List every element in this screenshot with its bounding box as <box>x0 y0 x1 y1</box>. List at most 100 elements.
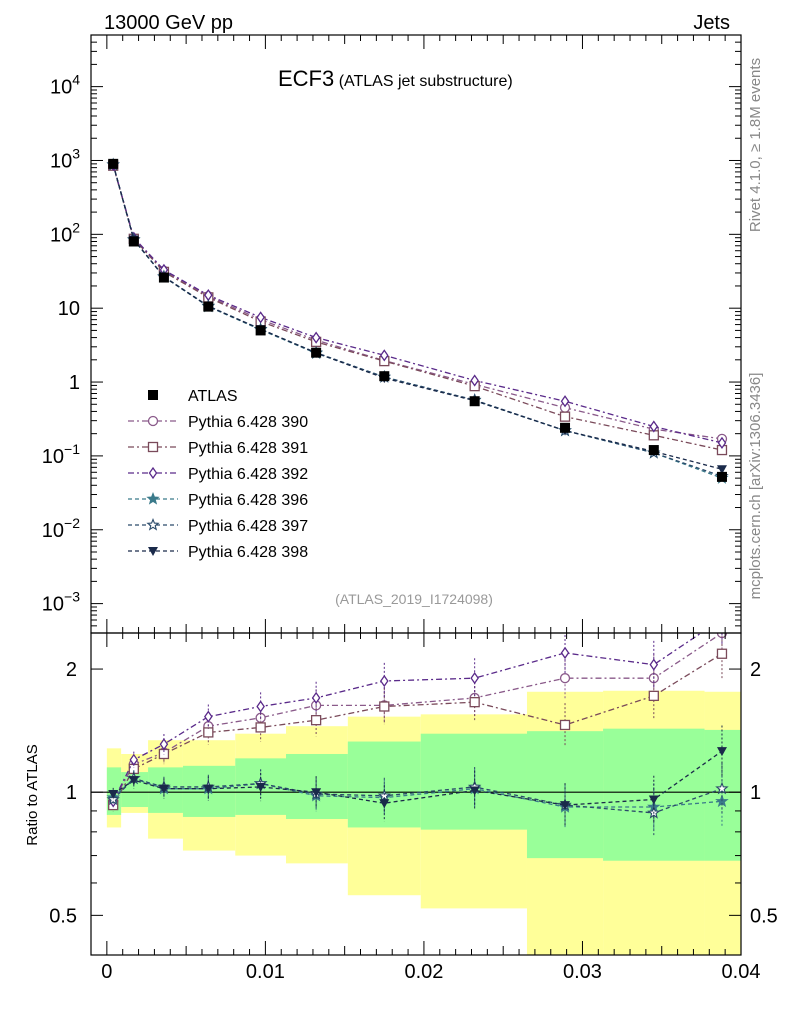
series-line-p391 <box>112 165 723 451</box>
ratio-line-p398 <box>112 750 723 806</box>
ratio-point-p398 <box>158 784 169 794</box>
top-series <box>106 157 729 484</box>
band-stat-bin <box>420 733 527 830</box>
ratio-ytick-label-right: 0.5 <box>750 905 778 927</box>
ratio-ytick-label-right: 2 <box>750 659 761 681</box>
band-stat-bin <box>286 753 348 820</box>
legend-label-p398: Pythia 6.428 398 <box>188 544 308 561</box>
ratio-ytick-label-left: 0.5 <box>49 905 77 927</box>
ratio-point-p398 <box>203 784 214 794</box>
legend-label-p392: Pythia 6.428 392 <box>188 466 308 483</box>
ratio-point-p392 <box>379 674 389 688</box>
ratio-ylabel: Ratio to ATLAS <box>24 744 41 845</box>
point-p398 <box>716 465 727 475</box>
ratio-point-p391 <box>469 697 480 708</box>
legend-label-data: ATLAS <box>188 388 238 405</box>
ratio-point-p398 <box>716 747 727 757</box>
series-line-p392 <box>112 164 723 444</box>
ratio-point-p392 <box>204 710 213 723</box>
analysis-id: (ATLAS_2019_I1724098) <box>335 591 493 607</box>
point-p392 <box>311 331 321 344</box>
point-data <box>560 422 571 433</box>
ratio-point-p398 <box>128 776 139 786</box>
xtick-label: 0.02 <box>404 961 443 983</box>
point-data <box>255 325 266 336</box>
ratio-point-p398 <box>379 799 390 809</box>
header-right: Jets <box>693 12 730 34</box>
ratio-point-p391 <box>379 701 390 712</box>
series-data <box>108 158 727 482</box>
ratio-point-p398 <box>311 788 322 798</box>
top-ytick-label: 1 <box>69 372 80 394</box>
series-p391 <box>108 160 728 456</box>
ratio-point-p391 <box>203 727 214 738</box>
ratio-point-p392 <box>470 672 479 685</box>
legend-marker-p392 <box>148 466 158 480</box>
point-data <box>108 158 119 169</box>
point-p392 <box>470 374 479 387</box>
ratio-point-p391 <box>255 722 266 733</box>
ratio-point-p391 <box>648 690 659 702</box>
ratio-frame <box>90 632 742 956</box>
ratio-point-p392 <box>311 691 321 705</box>
ratio-point-p391 <box>716 648 728 659</box>
point-data <box>203 301 214 312</box>
top-ytick-label: 10−3 <box>42 589 80 616</box>
ratio-point-p392 <box>718 614 725 624</box>
legend-marker-p397 <box>146 517 160 531</box>
side-label-rivet: Rivet 4.1.0, ≥ 1.8M events <box>747 58 764 232</box>
legend-marker-p390 <box>147 415 159 427</box>
ratio-series-p391 <box>108 633 728 812</box>
xtick-label: 0.03 <box>563 961 602 983</box>
point-p392 <box>717 436 727 450</box>
legend-label-p390: Pythia 6.428 390 <box>188 414 308 431</box>
xtick-label: 0.04 <box>722 961 761 983</box>
legend-marker-p396 <box>146 491 160 505</box>
point-data <box>311 347 322 358</box>
point-data <box>158 272 169 283</box>
series-p396 <box>106 157 729 484</box>
ratio-series-p398 <box>108 725 727 827</box>
axis-ticks <box>90 34 742 956</box>
ratio-point-p392 <box>159 738 169 751</box>
ratio-point-p398 <box>648 795 659 805</box>
chart-title: ECF3 (ATLAS jet substructure) <box>278 66 513 91</box>
ratio-point-p391 <box>310 715 322 726</box>
ratio-point-p398 <box>255 782 266 792</box>
point-data <box>379 371 390 382</box>
top-ytick-label: 10−1 <box>42 441 80 468</box>
legend-label-p391: Pythia 6.428 391 <box>188 440 308 457</box>
xtick-label: 0 <box>101 961 112 983</box>
legend-label-p397: Pythia 6.428 397 <box>188 518 308 535</box>
xtick-label: 0.01 <box>246 961 285 983</box>
ratio-point-p398 <box>560 801 571 811</box>
side-label-mcplots: mcplots.cern.ch [arXiv:1306.3436] <box>747 373 764 600</box>
header-left: 13000 GeV pp <box>104 12 233 34</box>
point-data <box>128 236 139 247</box>
point-data <box>648 445 659 456</box>
legend-marker-p398 <box>148 547 158 556</box>
legend <box>128 390 178 556</box>
ratio-bands <box>106 690 741 955</box>
point-p392 <box>649 420 659 433</box>
ratio-series <box>106 614 729 837</box>
point-data <box>469 396 480 407</box>
legend-marker-p391 <box>147 441 159 453</box>
point-data <box>716 471 727 482</box>
ratio-point-p391 <box>559 719 571 731</box>
ratio-point-p392 <box>129 753 139 766</box>
point-p392 <box>379 349 389 362</box>
top-ytick-label: 10 <box>58 298 80 320</box>
point-p391 <box>559 411 571 422</box>
ratio-ytick-label-left: 1 <box>66 782 77 804</box>
top-ytick-label: 103 <box>50 145 80 172</box>
top-ytick-label: 10−2 <box>42 515 80 542</box>
series-line-p390 <box>112 165 723 440</box>
top-ytick-label: 102 <box>50 219 80 246</box>
ratio-point-p398 <box>108 789 119 799</box>
legend-label-p396: Pythia 6.428 396 <box>188 492 308 509</box>
ratio-point-p390 <box>559 673 571 684</box>
ratio-series-p392 <box>108 614 725 808</box>
